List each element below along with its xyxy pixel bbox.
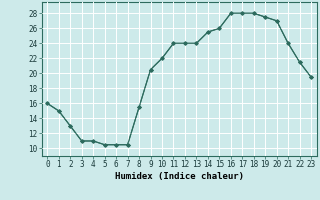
- X-axis label: Humidex (Indice chaleur): Humidex (Indice chaleur): [115, 172, 244, 181]
